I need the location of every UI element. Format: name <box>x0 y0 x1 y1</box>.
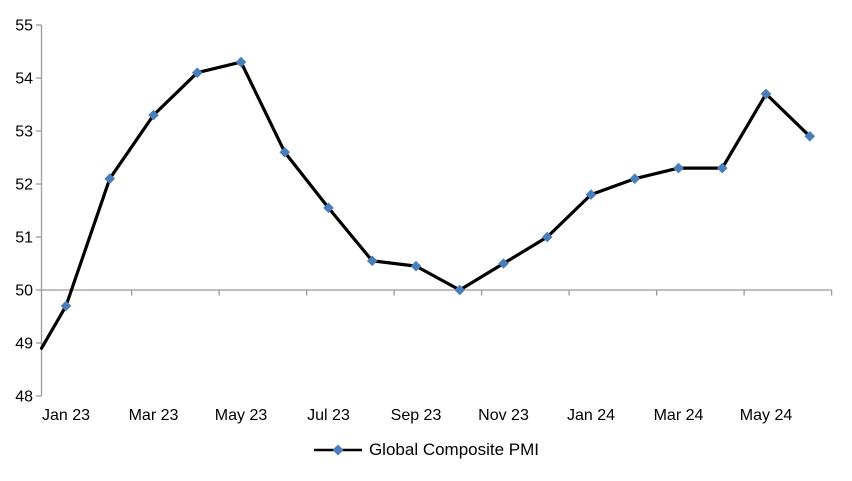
y-tick-label: 52 <box>15 177 33 194</box>
data-point-marker <box>760 88 772 100</box>
x-tick-label: Mar 23 <box>129 407 179 424</box>
x-tick-label: May 23 <box>215 407 268 424</box>
data-point-marker <box>585 189 597 200</box>
y-tick-label: 50 <box>15 283 33 300</box>
data-point-marker <box>104 173 116 184</box>
data-point-marker <box>366 255 378 267</box>
data-point-marker <box>541 231 553 243</box>
y-axis-labels: 48 49 50 51 52 53 54 55 <box>15 18 33 406</box>
data-point-marker <box>323 202 334 214</box>
legend: Global Composite PMI <box>0 440 852 460</box>
data-point-marker <box>148 109 159 121</box>
x-tick-label: May 24 <box>740 407 793 424</box>
y-tick-label: 51 <box>15 230 33 247</box>
x-tick-label: Jul 23 <box>307 407 350 424</box>
series-markers <box>60 56 816 312</box>
y-axis <box>36 24 43 397</box>
data-point-marker <box>410 260 422 272</box>
data-point-marker <box>498 258 509 269</box>
y-tick-label: 48 <box>15 389 33 406</box>
data-point-marker <box>191 67 203 78</box>
x-axis <box>41 289 833 296</box>
data-point-marker <box>804 131 816 142</box>
y-tick-label: 53 <box>15 124 33 141</box>
data-point-marker <box>629 173 641 184</box>
series-line <box>39 60 812 350</box>
x-tick-label: Nov 23 <box>478 407 529 424</box>
data-point-marker <box>60 300 72 312</box>
data-point-marker <box>673 162 684 174</box>
x-tick-label: Jan 24 <box>567 407 615 424</box>
pmi-data-line <box>39 60 812 350</box>
y-tick-label: 49 <box>15 336 33 353</box>
legend-diamond-marker-icon <box>332 444 344 456</box>
x-tick-label: Mar 24 <box>654 407 704 424</box>
legend-key-icon <box>313 444 362 456</box>
x-tick-label: Sep 23 <box>391 407 442 424</box>
x-tick-label: Jan 23 <box>42 407 90 424</box>
y-tick-label: 54 <box>15 71 33 88</box>
y-tick-label: 55 <box>15 18 33 35</box>
data-point-marker <box>235 56 247 68</box>
data-point-marker <box>454 284 466 296</box>
data-point-marker <box>716 162 728 174</box>
data-point-marker <box>279 146 291 158</box>
legend-label: Global Composite PMI <box>368 440 540 459</box>
x-axis-labels: Jan 23 Mar 23 May 23 Jul 23 Sep 23 Nov 23 Jan … <box>42 407 792 424</box>
